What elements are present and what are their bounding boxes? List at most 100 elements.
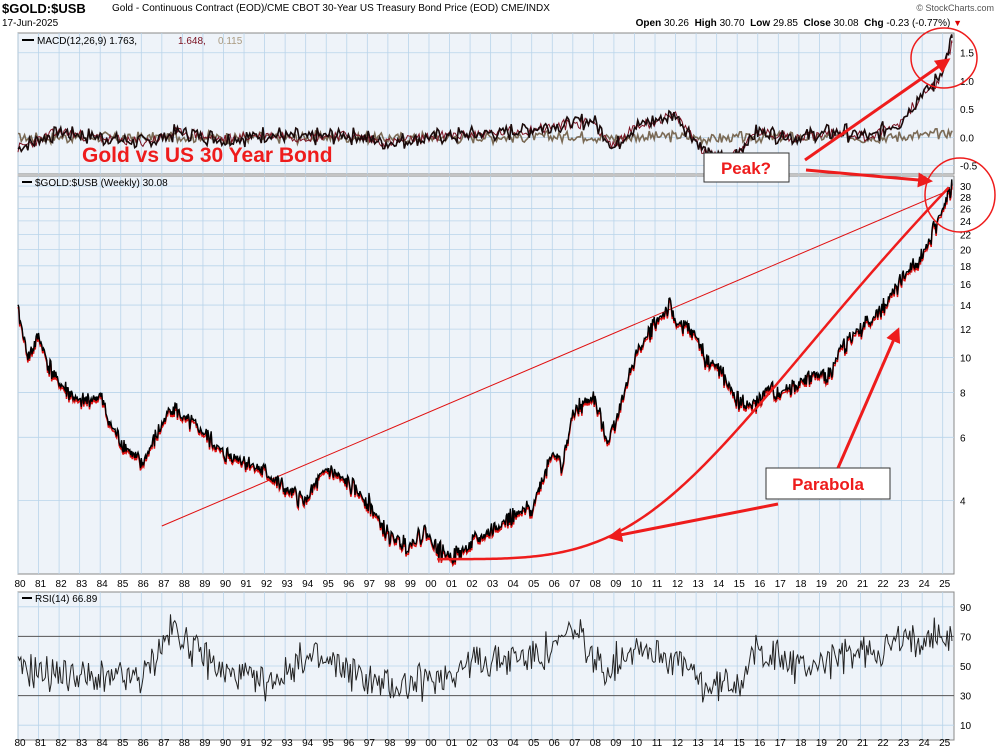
x-tick-label: 97 <box>364 579 376 590</box>
x-tick-label-bottom: 21 <box>857 738 869 748</box>
close-value: 30.08 <box>833 18 859 29</box>
price-y-tick: 14 <box>960 301 972 312</box>
open-value: 30.26 <box>663 18 689 29</box>
x-tick-label-bottom: 05 <box>528 738 540 748</box>
x-tick-label-bottom: 95 <box>323 738 335 748</box>
x-tick-label-bottom: 02 <box>467 738 479 748</box>
price-y-tick: 20 <box>960 245 972 256</box>
rsi-legend-text: RSI(14) 66.89 <box>35 594 98 605</box>
x-tick-label: 99 <box>405 579 417 590</box>
price-legend-text: $GOLD:$USB (Weekly) 30.08 <box>35 178 168 189</box>
x-tick-label: 15 <box>734 579 746 590</box>
macd-line <box>17 34 953 163</box>
x-tick-label-bottom: 94 <box>302 738 314 748</box>
x-tick-label-bottom: 14 <box>713 738 725 748</box>
x-tick-label-bottom: 04 <box>508 738 520 748</box>
chart-date: 17-Jun-2025 <box>2 18 59 29</box>
x-tick-label-bottom: 97 <box>364 738 376 748</box>
x-tick-label: 23 <box>898 579 910 590</box>
x-tick-label: 81 <box>35 579 47 590</box>
x-tick-label-bottom: 10 <box>631 738 643 748</box>
price-y-tick: 4 <box>960 497 966 508</box>
x-tick-label: 04 <box>508 579 520 590</box>
ohlc-readout: Open 30.26 High 30.70 Low 29.85 Close 30… <box>636 18 962 29</box>
parabola-box <box>765 467 891 500</box>
x-tick-label: 96 <box>343 579 355 590</box>
price-y-tick: 6 <box>960 433 966 444</box>
x-tick-label-bottom: 25 <box>939 738 951 748</box>
x-tick-label-bottom: 82 <box>56 738 68 748</box>
peak-arrow-price <box>805 168 933 188</box>
x-tick-label-bottom: 93 <box>282 738 294 748</box>
down-triangle-icon: ▼ <box>953 18 962 28</box>
chart-header: $GOLD:$USB Gold - Continuous Contract (E… <box>0 0 1000 32</box>
macd-legend: MACD(12,26,9) 1.763, 1.648, 0.115 <box>22 36 243 47</box>
x-tick-label-bottom: 88 <box>179 738 191 748</box>
x-tick-label: 07 <box>569 579 581 590</box>
x-tick-label: 88 <box>179 579 191 590</box>
x-tick-label: 98 <box>384 579 396 590</box>
x-tick-label-bottom: 91 <box>240 738 252 748</box>
x-tick-label-bottom: 06 <box>549 738 561 748</box>
price-line <box>17 179 953 565</box>
chg-value: -0.23 (-0.77%) <box>886 18 951 29</box>
x-tick-label-bottom: 03 <box>487 738 499 748</box>
open-label: Open <box>635 18 662 29</box>
x-tick-label-bottom: 23 <box>898 738 910 748</box>
x-tick-label: 91 <box>240 579 252 590</box>
high-value: 30.70 <box>719 18 745 29</box>
low-label: Low <box>750 18 771 29</box>
signal-legend-text: 1.648, <box>178 36 206 47</box>
price-y-tick: 24 <box>960 217 972 228</box>
x-tick-label-bottom: 92 <box>261 738 273 748</box>
macd-y-tick: 0.5 <box>960 105 974 116</box>
x-tick-label-bottom: 81 <box>35 738 47 748</box>
x-tick-label-bottom: 89 <box>199 738 211 748</box>
x-tick-label-bottom: 13 <box>693 738 705 748</box>
macd-y-tick: 0.0 <box>960 133 974 144</box>
x-tick-label: 95 <box>323 579 335 590</box>
x-tick-label-bottom: 90 <box>220 738 232 748</box>
x-tick-label: 83 <box>76 579 88 590</box>
peak-box <box>703 152 790 183</box>
x-tick-label-bottom: 19 <box>816 738 828 748</box>
x-tick-label: 90 <box>220 579 232 590</box>
x-tick-label: 13 <box>693 579 705 590</box>
x-tick-label-bottom: 84 <box>97 738 109 748</box>
x-tick-label-bottom: 85 <box>117 738 129 748</box>
x-tick-label: 24 <box>919 579 931 590</box>
close-label: Close <box>803 18 831 29</box>
peak-label: Peak? <box>721 159 771 178</box>
macd-panel-bg <box>17 32 955 175</box>
rsi-y-tick: 50 <box>960 662 972 673</box>
x-tick-label: 05 <box>528 579 540 590</box>
x-tick-label-bottom: 80 <box>14 738 26 748</box>
x-tick-label: 93 <box>282 579 294 590</box>
x-tick-label: 20 <box>836 579 848 590</box>
x-tick-label: 00 <box>425 579 437 590</box>
resistance-trendline <box>161 188 954 527</box>
parabola-arrow-left <box>607 502 779 543</box>
macd-y-tick: 1.0 <box>960 77 974 88</box>
x-tick-label: 14 <box>713 579 725 590</box>
x-tick-label-bottom: 08 <box>590 738 602 748</box>
price-panel-bg <box>17 175 955 575</box>
price-y-tick: 18 <box>960 262 972 273</box>
x-tick-label: 01 <box>446 579 458 590</box>
x-tick-label-bottom: 12 <box>672 738 684 748</box>
x-tick-label: 16 <box>754 579 766 590</box>
chg-label: Chg <box>864 18 884 29</box>
x-tick-label: 25 <box>939 579 951 590</box>
source-credit[interactable]: © StockCharts.com <box>916 3 994 13</box>
x-tick-label-bottom: 99 <box>405 738 417 748</box>
x-tick-label: 19 <box>816 579 828 590</box>
x-tick-label-bottom: 20 <box>836 738 848 748</box>
x-tick-label: 21 <box>857 579 869 590</box>
price-y-tick: 22 <box>960 230 972 241</box>
x-tick-label: 87 <box>158 579 170 590</box>
macd-y-tick: 1.5 <box>960 49 974 60</box>
price-peak-circle <box>924 157 996 233</box>
x-tick-label-bottom: 87 <box>158 738 170 748</box>
rsi-y-tick: 70 <box>960 632 972 643</box>
